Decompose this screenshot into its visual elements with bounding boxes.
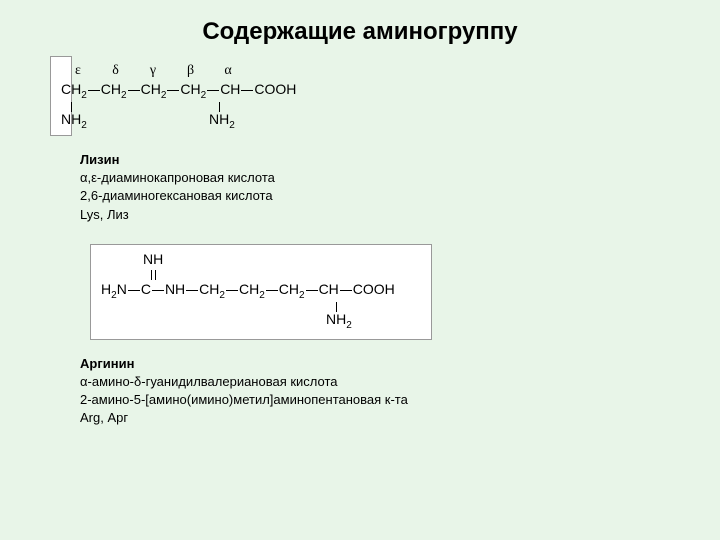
greek-delta: δ [99,63,133,79]
lys-c3: CH2 [141,81,167,97]
lys-c5: CH [220,81,240,97]
arg-nh-right: NH [165,281,185,297]
arg-nh2-alpha: NH2 [326,311,352,331]
arginine-formula-box: NH H2N C NH CH2 CH2 CH2 CH COOH NH2 [90,244,432,340]
arg-cooh: COOH [353,281,395,297]
arg-ch2-2: CH2 [239,281,265,297]
arg-ch: CH [319,281,339,297]
arg-line2: α-амино-δ-гуанидилвалериановая кислота [80,373,720,391]
lys-cooh: COOH [254,81,296,97]
greek-epsilon: ε [61,63,95,79]
lys-line2: α,ε-диаминокапроновая кислота [80,169,720,187]
lys-c4: CH2 [180,81,206,97]
greek-alpha: α [211,63,245,79]
lys-nh2-epsilon: NH2 [61,111,87,131]
arginine-caption: Аргинин α-амино-δ-гуанидилвалериановая к… [80,355,720,428]
greek-gamma: γ [136,63,170,79]
lysine-formula-box: ε δ γ β α CH2CH2CH2CH2CHCOOH NH2 NH2 [50,56,72,136]
lysine-caption: Лизин α,ε-диаминокапроновая кислота 2,6-… [80,151,720,224]
arg-h2n: H2N [101,281,127,297]
lys-nh2-alpha: NH2 [209,111,235,131]
arg-ch2-1: CH2 [199,281,225,297]
page-title: Содержащие аминогруппу [0,0,720,56]
greek-beta: β [174,63,208,79]
arg-line3: 2-амино-5-[амино(имино)метил]аминопентан… [80,391,720,409]
arg-line4: Arg, Арг [80,409,720,427]
lys-name: Лизин [80,151,720,169]
arg-c-center: C [141,281,151,297]
arg-nh-top: NH [143,251,163,267]
lys-line4: Lys, Лиз [80,206,720,224]
arginine-structure: NH H2N C NH CH2 CH2 CH2 CH COOH NH2 [101,251,421,333]
lys-c1: CH2 [61,81,87,97]
arg-name: Аргинин [80,355,720,373]
lys-c2: CH2 [101,81,127,97]
arg-ch2-3: CH2 [279,281,305,297]
lys-line3: 2,6-диаминогексановая кислота [80,187,720,205]
